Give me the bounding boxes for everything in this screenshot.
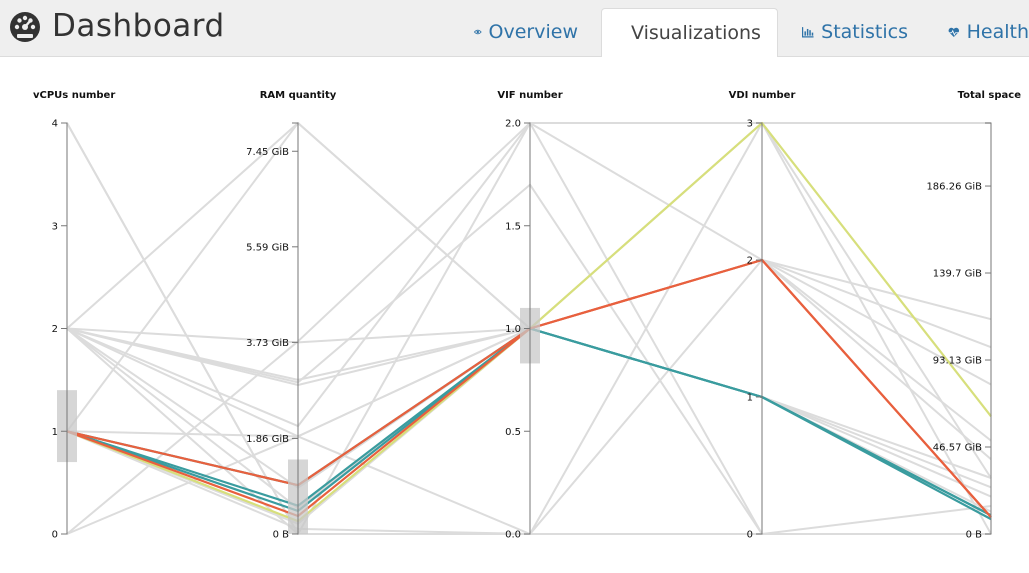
tab-overview[interactable]: Overview bbox=[452, 8, 600, 56]
tick-label: 7.45 GiB bbox=[246, 147, 289, 158]
tab-statistics-label: Statistics bbox=[821, 21, 908, 43]
tick-label: 0.0 bbox=[505, 530, 521, 541]
parallel-coordinates-chart: vCPUs number 0 1 2 3 4 RAM quantity 0 B 1.86 GiB… bbox=[33, 90, 1021, 541]
tick-label: 1 bbox=[52, 427, 58, 438]
tick-label: 1 bbox=[747, 393, 753, 404]
tick-label: 0 B bbox=[966, 530, 983, 541]
tick-label: 1.86 GiB bbox=[246, 434, 289, 445]
axis-title-vcpus: vCPUs number bbox=[33, 90, 115, 101]
axes-layer: vCPUs number 0 1 2 3 4 RAM quantity 0 B 1.86 GiB… bbox=[33, 90, 1021, 541]
axis-title-ram: RAM quantity bbox=[260, 90, 337, 101]
tick-label: 139.7 GiB bbox=[933, 269, 982, 280]
bar-chart-icon bbox=[802, 27, 814, 38]
tick-label: 3.73 GiB bbox=[246, 338, 289, 349]
page-title-text: Dashboard bbox=[52, 8, 225, 44]
eye-icon bbox=[474, 29, 482, 35]
tick-label: 5.59 GiB bbox=[246, 242, 289, 253]
axis-line-vdi bbox=[756, 122, 763, 535]
tick-label: 0 bbox=[747, 530, 753, 541]
tab-health[interactable]: Health bbox=[930, 8, 1029, 56]
tick-label: 186.26 GiB bbox=[926, 182, 982, 193]
tick-label: 0.5 bbox=[505, 427, 521, 438]
tab-overview-label: Overview bbox=[488, 21, 578, 43]
tick-label: 2.0 bbox=[505, 119, 521, 130]
axis-title-vdi: VDI number bbox=[729, 90, 796, 101]
dashboard-gauge-icon bbox=[10, 12, 40, 42]
tick-label: 2 bbox=[52, 324, 58, 335]
tab-visualizations[interactable]: Visualizations bbox=[601, 8, 778, 57]
tick-label: 93.13 GiB bbox=[933, 356, 982, 367]
tick-label: 0 B bbox=[273, 530, 290, 541]
tab-visualizations-label: Visualizations bbox=[631, 22, 761, 44]
tick-label: 0 bbox=[52, 530, 58, 541]
tick-label: 1.5 bbox=[505, 221, 521, 232]
tick-label: 1.0 bbox=[505, 324, 521, 335]
heartbeat-icon bbox=[948, 27, 960, 37]
tick-label: 3 bbox=[747, 119, 753, 130]
tab-statistics[interactable]: Statistics bbox=[780, 8, 930, 56]
page-title: Dashboard bbox=[8, 4, 225, 48]
tick-label: 4 bbox=[52, 119, 58, 130]
data-line bbox=[66, 259, 992, 535]
tick-label: 46.57 GiB bbox=[933, 442, 982, 453]
tick-label: 3 bbox=[52, 221, 58, 232]
tab-health-label: Health bbox=[966, 21, 1029, 43]
axis-title-vif: VIF number bbox=[497, 90, 562, 101]
header-bar: Dashboard Overview Visualizations Statis… bbox=[0, 0, 1029, 57]
axis-title-space: Total space bbox=[958, 90, 1022, 101]
tick-label: 2 bbox=[747, 256, 753, 267]
